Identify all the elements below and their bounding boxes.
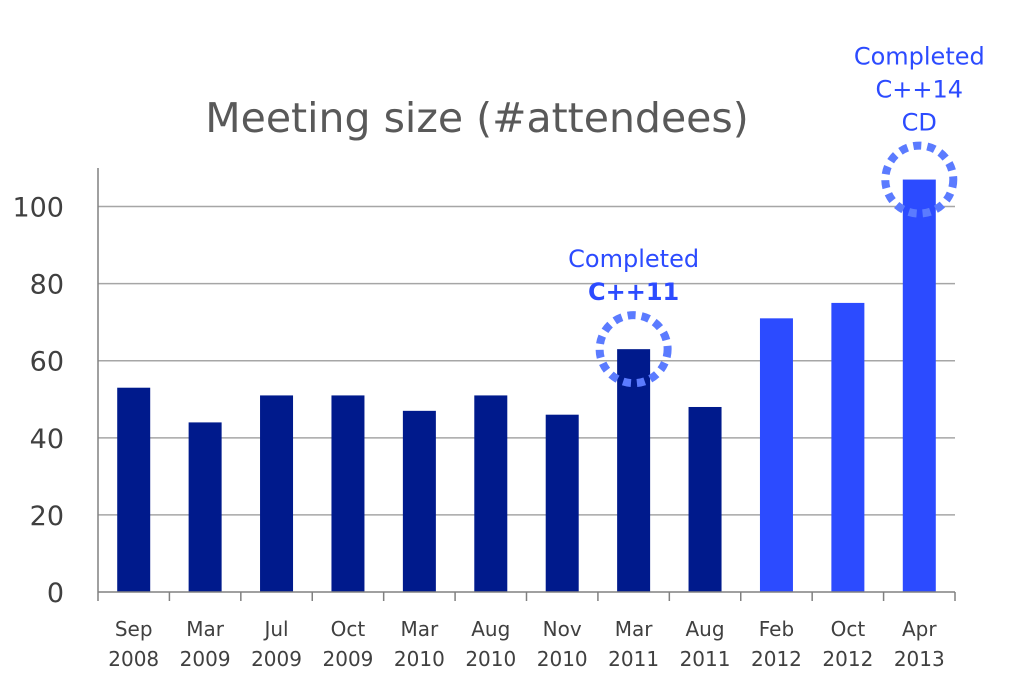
- highlight-circle: [595, 311, 672, 388]
- annotation-text: Completed: [568, 245, 699, 273]
- y-tick-label: 60: [30, 347, 64, 378]
- bar-4: [402, 410, 436, 592]
- annotation-text: CD: [902, 109, 937, 137]
- bar-2: [260, 395, 294, 592]
- x-tick-label: 2011: [608, 647, 659, 671]
- x-tick-label: 2013: [894, 647, 945, 671]
- bar-1: [188, 422, 222, 592]
- x-tick-label: Mar: [186, 617, 225, 641]
- x-tick-label: Oct: [331, 617, 366, 641]
- x-tick-label: Jul: [262, 617, 288, 641]
- annotations: Completed C++11 Completed C++14 CD: [568, 43, 985, 388]
- y-tick-label: 80: [30, 270, 64, 301]
- bar-5: [474, 395, 508, 592]
- y-tick-label: 40: [30, 424, 64, 455]
- x-tick-label: 2012: [822, 647, 873, 671]
- x-tick-label: 2012: [751, 647, 802, 671]
- bar-9: [759, 318, 793, 592]
- x-tick-label: 2010: [465, 647, 516, 671]
- bar-11: [902, 179, 936, 592]
- bars: [117, 179, 936, 592]
- bar-8: [688, 406, 722, 592]
- x-tick-label: 2011: [680, 647, 731, 671]
- bar-3: [331, 395, 365, 592]
- x-tick-label: 2010: [394, 647, 445, 671]
- x-tick-label: 2010: [537, 647, 588, 671]
- bar-6: [545, 414, 579, 592]
- x-tick-label: 2009: [180, 647, 231, 671]
- x-tick-label: Mar: [615, 617, 654, 641]
- y-tick-label: 0: [47, 578, 64, 609]
- x-tick-label: Feb: [759, 617, 794, 641]
- x-tick-label: Aug: [686, 617, 725, 641]
- y-axis-tick-labels: 0 20 40 60 80 100: [12, 193, 64, 609]
- x-tick-label: 2009: [251, 647, 302, 671]
- axes: [97, 168, 956, 601]
- bar-10: [831, 302, 865, 592]
- x-axis-tick-labels: Sep 2008 Mar 2009 Jul 2009 Oct 2009 Mar 2010 Aug 20…: [108, 617, 944, 671]
- gridlines: [98, 205, 955, 516]
- y-tick-label: 20: [30, 501, 64, 532]
- x-tick-label: Sep: [115, 617, 153, 641]
- x-tick-label: 2009: [323, 647, 374, 671]
- annotation-text: C++14: [876, 76, 964, 104]
- y-tick-label: 100: [12, 193, 64, 224]
- x-tick-label: 2008: [108, 647, 159, 671]
- annotation-text: Completed: [854, 43, 985, 71]
- chart-title: Meeting size (#attendees): [205, 94, 749, 142]
- x-tick-label: Oct: [831, 617, 866, 641]
- x-tick-label: Mar: [401, 617, 440, 641]
- bar-0: [117, 387, 151, 592]
- x-tick-label: Apr: [902, 617, 937, 641]
- annotation-text: C++11: [588, 278, 679, 306]
- highlight-circle: [881, 141, 958, 218]
- x-tick-label: Nov: [543, 617, 582, 641]
- bar-7: [617, 349, 651, 592]
- x-tick-label: Aug: [471, 617, 510, 641]
